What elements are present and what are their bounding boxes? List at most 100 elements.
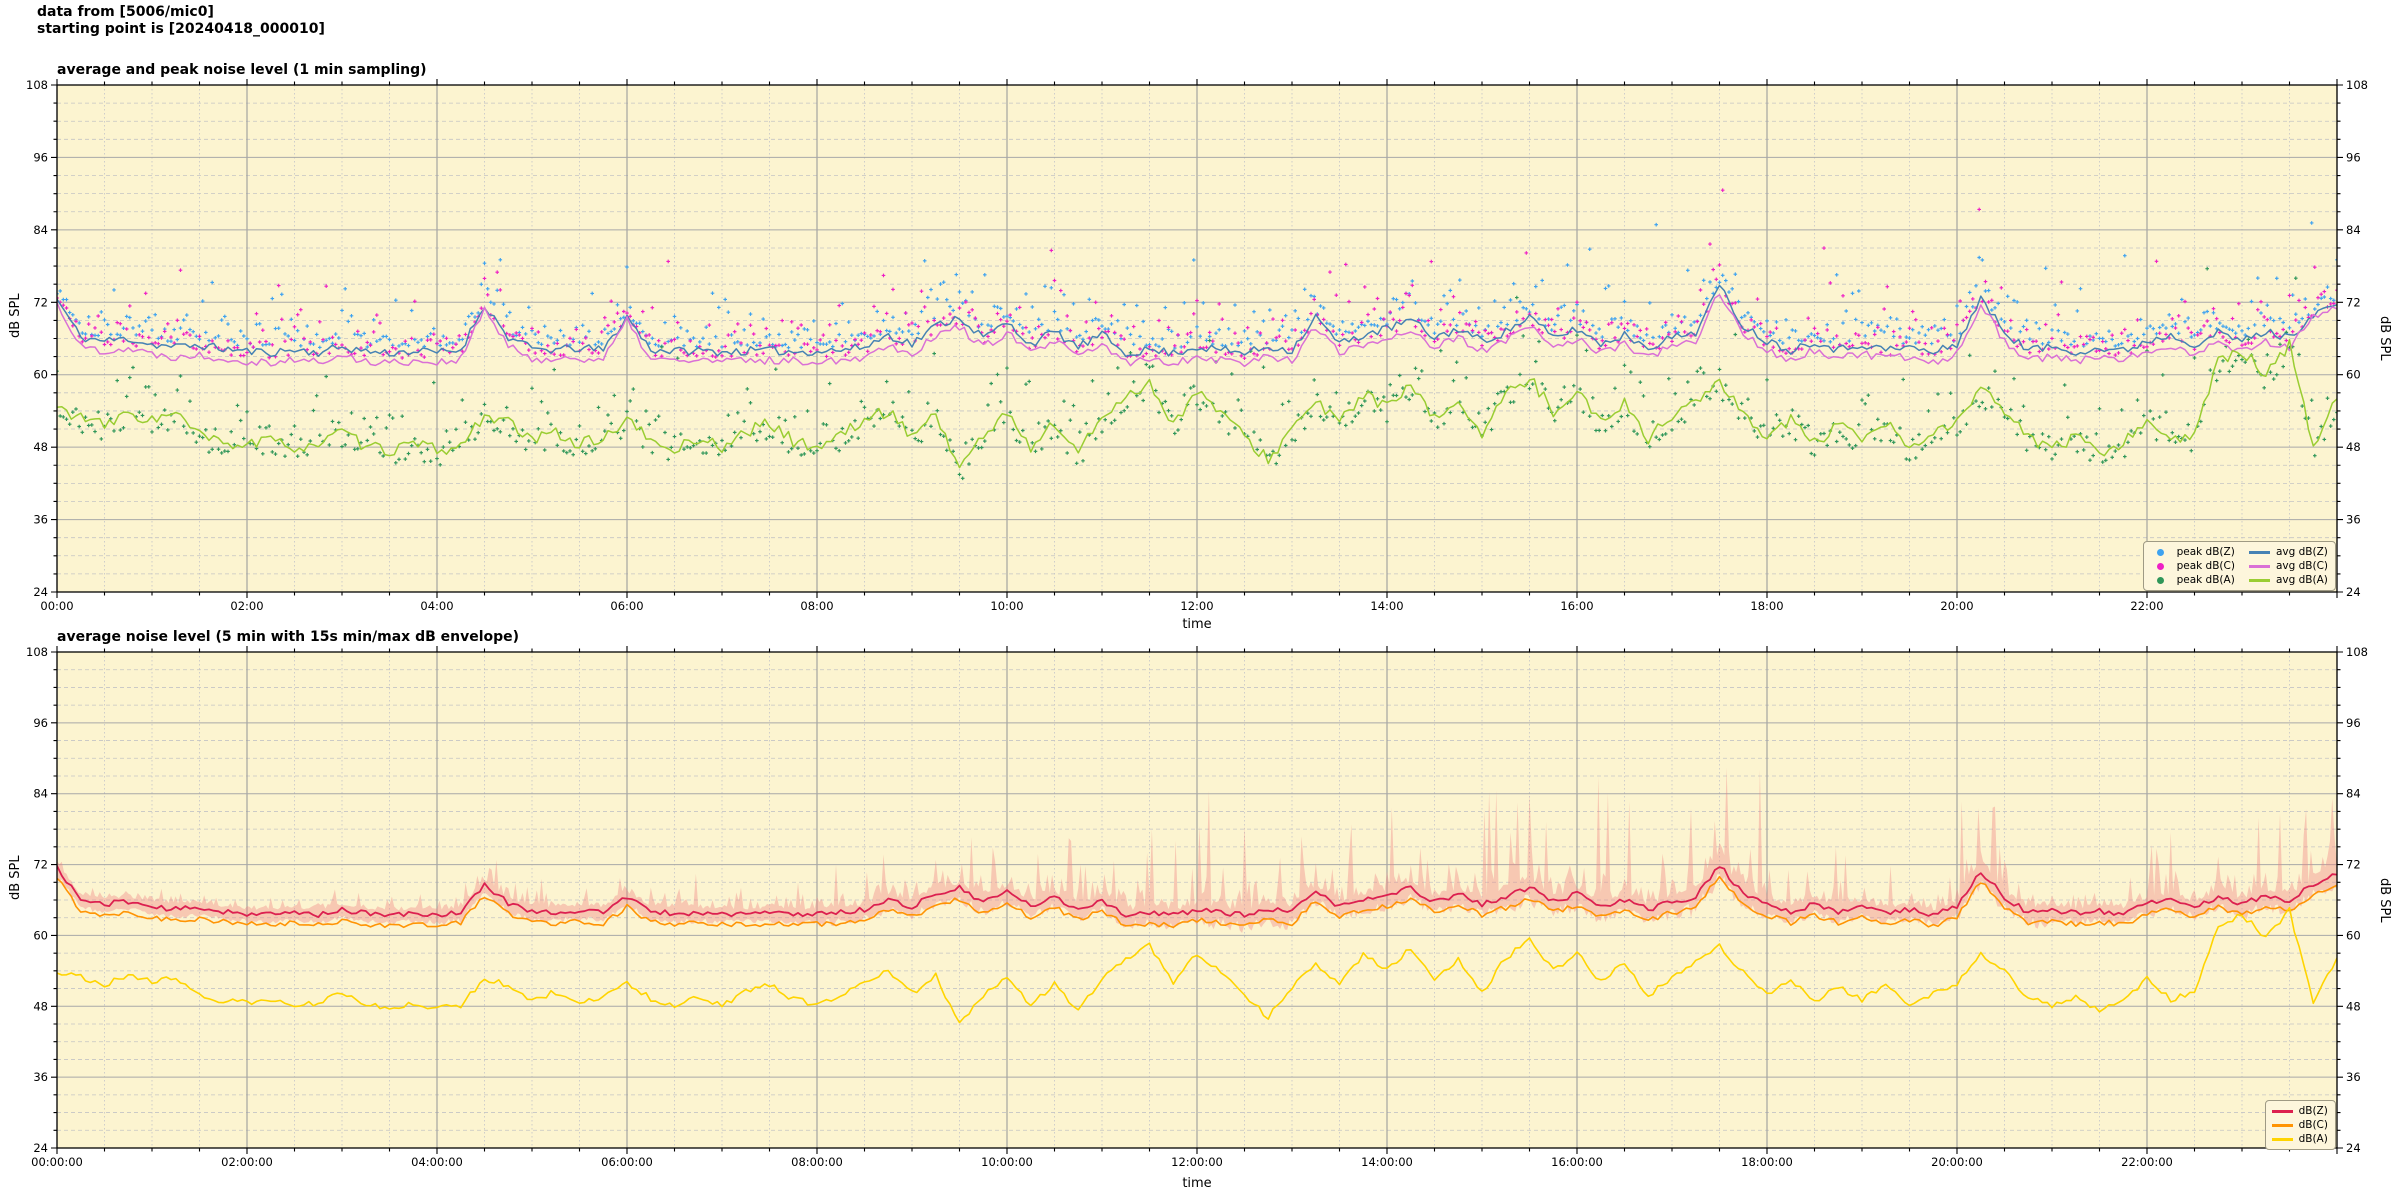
- x-tick-label: 12:00:00: [1171, 1155, 1223, 1169]
- y-tick-label-left: 72: [33, 295, 48, 309]
- x-tick-label: 00:00:00: [31, 1155, 83, 1169]
- y-tick-label-right: 60: [2346, 928, 2361, 942]
- y-tick-label-right: 108: [2346, 645, 2368, 659]
- legend-item: avg dB(A): [2248, 573, 2328, 587]
- header-line-1: data from [5006/mic0]: [37, 4, 214, 20]
- top-chart-title: average and peak noise level (1 min samp…: [57, 62, 427, 78]
- y-tick-label-right: 36: [2346, 513, 2361, 527]
- bottom-ylabel-left: dB SPL: [8, 855, 23, 900]
- x-tick-label: 20:00: [1940, 599, 1973, 613]
- y-tick-label-left: 108: [26, 78, 48, 92]
- legend-dot-marker: [2156, 548, 2164, 556]
- y-tick-label-right: 24: [2346, 1141, 2361, 1155]
- x-tick-label: 06:00:00: [601, 1155, 653, 1169]
- legend-item: peak dB(C): [2150, 559, 2235, 573]
- top-ylabel-right: dB SPL: [2377, 316, 2392, 361]
- legend-label: dB(A): [2298, 1133, 2328, 1145]
- bottom-ylabel-right: dB SPL: [2377, 878, 2392, 923]
- y-tick-label-right: 84: [2346, 223, 2361, 237]
- legend-label: dB(C): [2298, 1119, 2328, 1131]
- x-tick-label: 22:00:00: [2121, 1155, 2173, 1169]
- legend-item: dB(A): [2271, 1132, 2328, 1146]
- x-tick-label: 14:00: [1370, 599, 1403, 613]
- x-tick-label: 18:00: [1750, 599, 1783, 613]
- legend-line-marker: [2271, 1137, 2293, 1141]
- legend-item: avg dB(C): [2248, 559, 2328, 573]
- y-tick-label-left: 48: [33, 999, 48, 1013]
- x-tick-label: 04:00:00: [411, 1155, 463, 1169]
- y-tick-label-left: 36: [33, 513, 48, 527]
- top-ylabel-left: dB SPL: [8, 293, 23, 338]
- scatter-peak-db-c-: [57, 188, 2337, 360]
- legend-label: peak dB(C): [2176, 560, 2235, 572]
- x-tick-label: 16:00: [1560, 599, 1593, 613]
- bottom-chart-legend: dB(Z) dB(C) dB(A): [2264, 1100, 2336, 1150]
- legend-item: avg dB(Z): [2248, 545, 2328, 559]
- legend-column: peak dB(Z) peak dB(C) peak dB(A): [2150, 545, 2235, 587]
- x-tick-label: 10:00: [990, 599, 1023, 613]
- y-tick-label-left: 84: [33, 787, 48, 801]
- x-tick-label: 06:00: [610, 599, 643, 613]
- line-avg-db-z-: [57, 284, 2337, 358]
- y-tick-label-right: 96: [2346, 716, 2361, 730]
- legend-dot-marker: [2156, 576, 2164, 584]
- line-db-z-: [57, 865, 2337, 918]
- bottom-tick-labels: 00:00:00 02:00:00 04:00:00 06:00:00 08:00:00…: [26, 645, 2368, 1169]
- y-tick-label-right: 48: [2346, 999, 2361, 1013]
- x-tick-label: 08:00:00: [791, 1155, 843, 1169]
- x-tick-label: 14:00:00: [1361, 1155, 1413, 1169]
- y-tick-label-right: 72: [2346, 858, 2361, 872]
- legend-label: dB(Z): [2298, 1105, 2328, 1117]
- bottom-chart-title: average noise level (5 min with 15s min/…: [57, 629, 520, 645]
- top-chart-legend: peak dB(Z) peak dB(C) peak dB(A) avg dB(Z) a…: [2142, 541, 2336, 591]
- x-tick-label: 20:00:00: [1931, 1155, 1983, 1169]
- line-avg-db-c-: [57, 294, 2337, 368]
- y-tick-label-left: 60: [33, 368, 48, 382]
- legend-dot-marker: [2156, 562, 2164, 570]
- x-tick-label: 08:00: [800, 599, 833, 613]
- x-tick-label: 02:00: [230, 599, 263, 613]
- x-tick-label: 12:00: [1180, 599, 1213, 613]
- x-tick-label: 16:00:00: [1551, 1155, 1603, 1169]
- y-tick-label-left: 24: [33, 585, 48, 599]
- y-tick-label-right: 96: [2346, 150, 2361, 164]
- y-tick-label-left: 24: [33, 1141, 48, 1155]
- legend-line-marker: [2271, 1109, 2293, 1113]
- legend-item: dB(Z): [2271, 1104, 2328, 1118]
- legend-label: avg dB(Z): [2275, 546, 2328, 558]
- y-tick-label-left: 60: [33, 928, 48, 942]
- bottom-xlabel: time: [1182, 1176, 1212, 1191]
- y-tick-label-left: 84: [33, 223, 48, 237]
- bottom-chart: 00:00:00 02:00:00 04:00:00 06:00:00 08:00:00…: [26, 645, 2368, 1169]
- legend-label: avg dB(A): [2275, 574, 2328, 586]
- legend-item: dB(C): [2271, 1118, 2328, 1132]
- line-avg-db-a-: [57, 338, 2337, 469]
- x-tick-label: 22:00: [2130, 599, 2163, 613]
- y-tick-label-right: 60: [2346, 368, 2361, 382]
- y-tick-label-right: 84: [2346, 787, 2361, 801]
- legend-line-marker: [2271, 1123, 2293, 1127]
- y-tick-label-right: 48: [2346, 440, 2361, 454]
- y-tick-label-left: 108: [26, 645, 48, 659]
- y-tick-label-left: 72: [33, 858, 48, 872]
- y-tick-label-right: 72: [2346, 295, 2361, 309]
- x-tick-label: 10:00:00: [981, 1155, 1033, 1169]
- x-tick-label: 04:00: [420, 599, 453, 613]
- bottom-tick-marks: [51, 646, 2343, 1154]
- legend-line-marker: [2248, 564, 2270, 568]
- line-db-a-: [57, 906, 2337, 1024]
- legend-line-marker: [2248, 550, 2270, 554]
- top-tick-marks: [51, 79, 2343, 598]
- legend-item: peak dB(A): [2150, 573, 2235, 587]
- header-line-2: starting point is [20240418_000010]: [37, 21, 325, 37]
- y-tick-label-left: 96: [33, 716, 48, 730]
- x-tick-label: 18:00:00: [1741, 1155, 1793, 1169]
- y-tick-label-left: 36: [33, 1070, 48, 1084]
- top-chart: 00:00 02:00 04:00 06:00 08:00 10:00 12:00 14:00…: [26, 78, 2368, 613]
- legend-label: peak dB(Z): [2176, 546, 2235, 558]
- x-tick-label: 00:00: [40, 599, 73, 613]
- minmax-envelope-area: [57, 767, 2337, 933]
- legend-label: avg dB(C): [2275, 560, 2328, 572]
- y-tick-label-left: 48: [33, 440, 48, 454]
